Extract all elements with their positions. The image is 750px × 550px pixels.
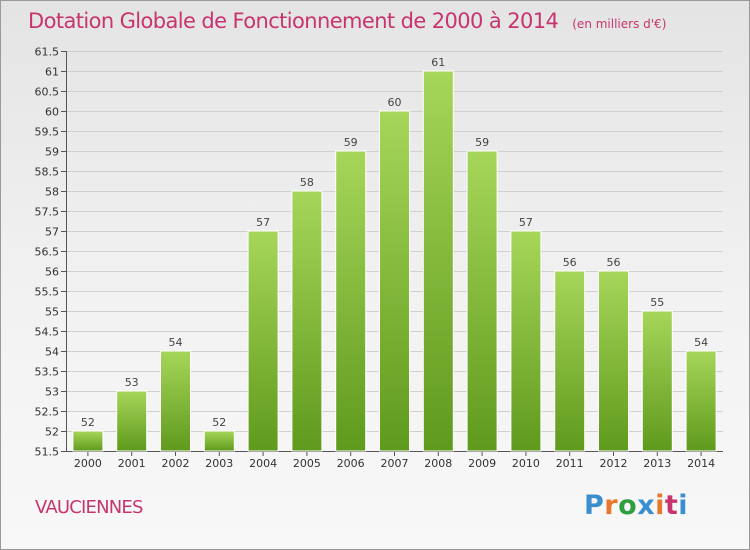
y-tick-label: 56 bbox=[45, 266, 59, 279]
bar-2014[interactable] bbox=[685, 350, 717, 452]
y-tick-label: 58 bbox=[45, 186, 59, 199]
x-tick-label-2007: 2007 bbox=[381, 457, 409, 470]
y-tick-label: 54.5 bbox=[35, 326, 60, 339]
y-tick-label: 54 bbox=[45, 346, 59, 359]
bar-2002[interactable] bbox=[160, 350, 191, 452]
bar-2008[interactable] bbox=[422, 70, 454, 452]
chart-subtitle: (en milliers d'€) bbox=[572, 17, 667, 31]
value-label-2007: 60 bbox=[388, 96, 402, 109]
y-tick-label: 53.5 bbox=[35, 366, 60, 379]
value-label-2014: 54 bbox=[694, 336, 708, 349]
logo-letter: o bbox=[618, 490, 638, 521]
bar-2000[interactable] bbox=[72, 430, 104, 452]
chart-title: Dotation Globale de Fonctionnement de 20… bbox=[28, 9, 666, 33]
y-tick-label: 59.5 bbox=[35, 126, 60, 139]
logo-letter: x bbox=[637, 490, 656, 521]
commune-name: VAUCIENNES bbox=[35, 497, 143, 518]
logo-letter: i bbox=[678, 490, 689, 521]
y-tick-label: 51.5 bbox=[35, 446, 60, 459]
y-tick-label: 58.5 bbox=[35, 166, 60, 179]
y-tick-label: 52 bbox=[45, 426, 59, 439]
logo-letter: t bbox=[664, 490, 679, 521]
x-tick-label-2003: 2003 bbox=[205, 457, 233, 470]
y-tick-label: 59 bbox=[45, 146, 59, 159]
bar-2012[interactable] bbox=[598, 270, 629, 452]
chart-title-text: Dotation Globale de Fonctionnement de 20… bbox=[28, 9, 559, 33]
value-label-2002: 54 bbox=[169, 336, 183, 349]
x-tick-label-2009: 2009 bbox=[468, 457, 496, 470]
value-label-2013: 55 bbox=[650, 296, 664, 309]
x-tick-label-2005: 2005 bbox=[293, 457, 321, 470]
x-tick-label-2008: 2008 bbox=[424, 457, 452, 470]
x-tick-label-2002: 2002 bbox=[162, 457, 190, 470]
logo-letter: r bbox=[604, 490, 619, 521]
value-label-2006: 59 bbox=[344, 136, 358, 149]
y-tick-label: 52.5 bbox=[35, 406, 60, 419]
value-label-2011: 56 bbox=[563, 256, 577, 269]
value-label-2000: 52 bbox=[81, 416, 95, 429]
y-tick-label: 61.5 bbox=[35, 46, 60, 59]
y-tick-label: 56.5 bbox=[35, 246, 60, 259]
value-label-2008: 61 bbox=[431, 56, 445, 69]
x-tick-label-2014: 2014 bbox=[687, 457, 715, 470]
bar-2003[interactable] bbox=[203, 430, 235, 452]
bar-2007[interactable] bbox=[379, 110, 410, 452]
y-tick-label: 60.5 bbox=[35, 86, 60, 99]
bar-2010[interactable] bbox=[510, 230, 542, 452]
x-tick-label-2001: 2001 bbox=[118, 457, 146, 470]
x-tick-label-2010: 2010 bbox=[512, 457, 540, 470]
logo-letter: i bbox=[655, 490, 665, 521]
value-label-2005: 58 bbox=[300, 176, 314, 189]
value-label-2012: 56 bbox=[607, 256, 621, 269]
x-tick-label-2011: 2011 bbox=[556, 457, 584, 470]
bar-2004[interactable] bbox=[247, 230, 279, 452]
bar-2005[interactable] bbox=[291, 190, 323, 452]
bar-2009[interactable] bbox=[466, 150, 498, 452]
bar-2006[interactable] bbox=[335, 150, 367, 452]
x-tick-label-2004: 2004 bbox=[249, 457, 277, 470]
x-tick-label-2000: 2000 bbox=[74, 457, 102, 470]
y-tick-label: 55 bbox=[45, 306, 59, 319]
value-label-2003: 52 bbox=[212, 416, 226, 429]
x-tick-label-2013: 2013 bbox=[643, 457, 671, 470]
logo-letter: P bbox=[584, 490, 605, 521]
value-label-2004: 57 bbox=[256, 216, 270, 229]
bar-2013[interactable] bbox=[641, 310, 673, 452]
value-label-2009: 59 bbox=[475, 136, 489, 149]
y-tick-label: 53 bbox=[45, 386, 59, 399]
y-tick-label: 55.5 bbox=[35, 286, 60, 299]
value-label-2010: 57 bbox=[519, 216, 533, 229]
y-tick-label: 61 bbox=[45, 66, 59, 79]
y-tick-label: 60 bbox=[45, 106, 59, 119]
bar-2001[interactable] bbox=[116, 390, 148, 452]
x-tick-label-2012: 2012 bbox=[600, 457, 628, 470]
proxiti-logo[interactable]: Proxiti bbox=[584, 490, 688, 521]
value-label-2001: 53 bbox=[125, 376, 139, 389]
y-tick-label: 57.5 bbox=[35, 206, 60, 219]
y-tick-label: 57 bbox=[45, 226, 59, 239]
bar-2011[interactable] bbox=[554, 270, 586, 452]
bars bbox=[72, 70, 717, 452]
x-tick-label-2006: 2006 bbox=[337, 457, 365, 470]
data-labels: 52 53 54 52 57 58 59 60 61 59 57 56 56 55 54 bbox=[81, 56, 708, 429]
